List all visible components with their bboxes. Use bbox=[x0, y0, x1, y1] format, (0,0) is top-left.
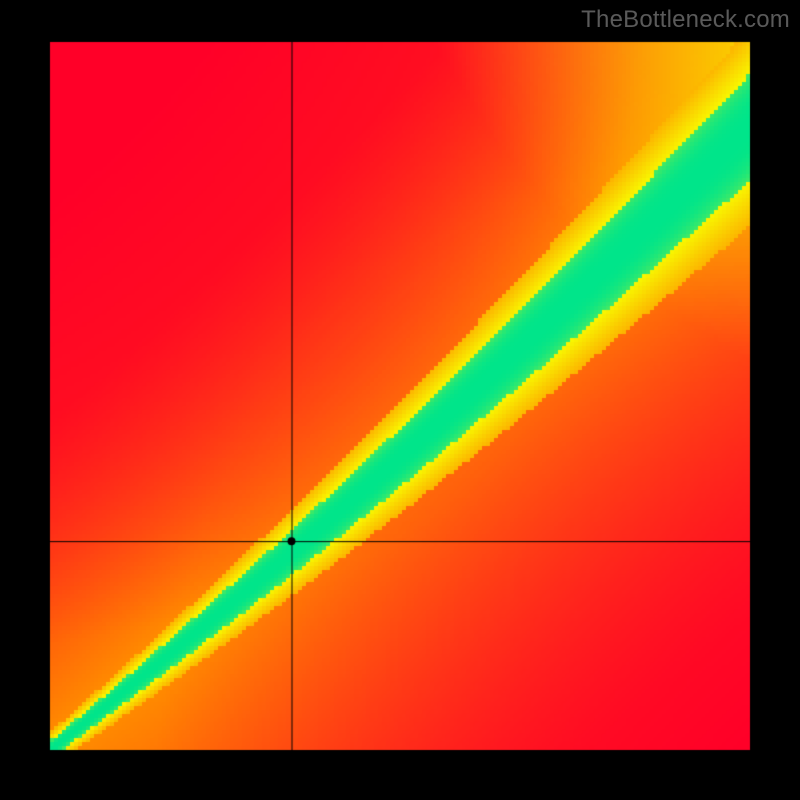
chart-container: TheBottleneck.com bbox=[0, 0, 800, 800]
heatmap-canvas bbox=[0, 0, 800, 800]
watermark-text: TheBottleneck.com bbox=[581, 6, 790, 34]
